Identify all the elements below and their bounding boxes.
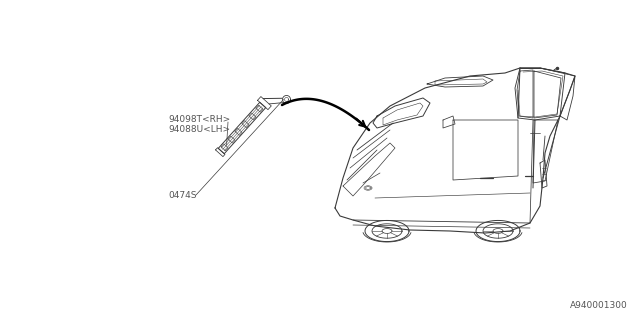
Text: A940001300: A940001300 (570, 301, 628, 310)
Text: 94098T<RH>: 94098T<RH> (168, 116, 230, 124)
Text: 0474S: 0474S (168, 190, 196, 199)
Text: 94088U<LH>: 94088U<LH> (168, 125, 230, 134)
